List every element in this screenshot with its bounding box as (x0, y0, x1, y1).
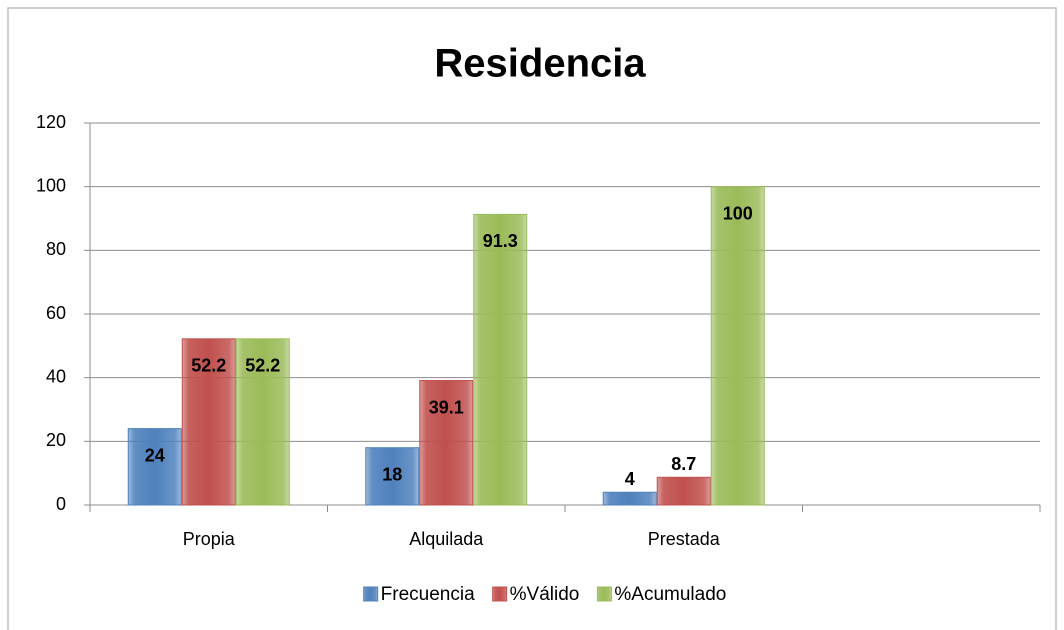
y-tick-label: 120 (36, 112, 66, 132)
value-label: 52.2 (191, 356, 226, 376)
legend-swatch (363, 586, 379, 602)
legend: Frecuencia %Válido %Acumulado (363, 584, 726, 605)
value-label: 52.2 (245, 356, 280, 376)
y-tick-label: 0 (56, 494, 66, 514)
bar (419, 380, 474, 506)
bar (602, 491, 657, 506)
y-tick-label: 40 (46, 366, 66, 386)
value-label: 91.3 (483, 231, 518, 251)
bar (181, 338, 236, 506)
bar (235, 338, 290, 506)
x-tick-label: Propia (183, 529, 236, 549)
value-label: 8.7 (671, 454, 696, 474)
legend-swatch (492, 586, 508, 602)
chart-title: Residencia (434, 42, 646, 86)
bar (710, 186, 765, 506)
legend-label: %Acumulado (614, 584, 726, 605)
value-label: 39.1 (429, 397, 464, 417)
x-tick-label: Prestada (648, 529, 721, 549)
y-tick-label: 100 (36, 175, 66, 195)
bar (127, 428, 182, 506)
x-tick-label: Alquilada (409, 529, 484, 549)
bar (365, 447, 420, 506)
bar (473, 213, 528, 506)
legend-item: %Acumulado (596, 584, 726, 605)
legend-item: %Válido (492, 584, 580, 605)
chart-frame (7, 7, 1057, 630)
y-tick-label: 60 (46, 303, 66, 323)
value-label: 24 (145, 445, 165, 465)
y-tick-label: 20 (46, 430, 66, 450)
legend-item: Frecuencia (363, 584, 475, 605)
value-label: 4 (625, 469, 635, 489)
value-label: 18 (382, 464, 402, 484)
legend-swatch (596, 586, 612, 602)
y-tick-label: 80 (46, 239, 66, 259)
legend-label: Frecuencia (381, 584, 475, 605)
value-label: 100 (723, 203, 753, 223)
legend-label: %Válido (510, 584, 580, 605)
bar (656, 476, 711, 506)
